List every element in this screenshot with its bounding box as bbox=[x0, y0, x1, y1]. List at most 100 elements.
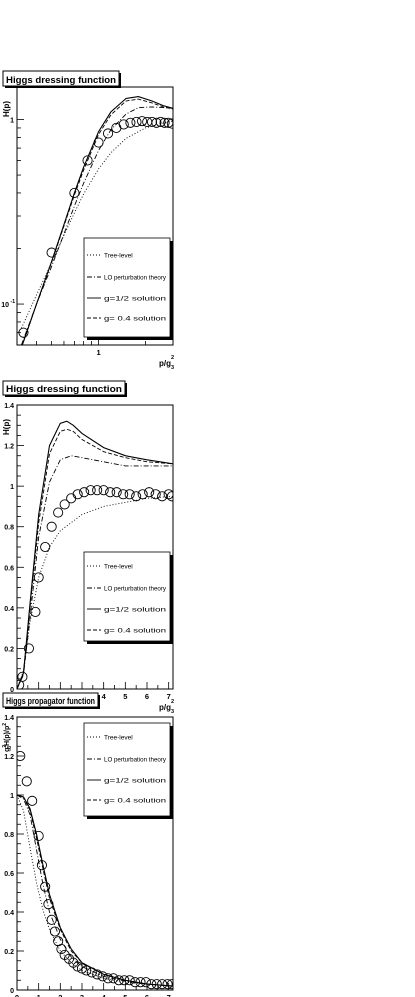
legend-label: LO perturbation theory bbox=[104, 586, 167, 593]
plot-area bbox=[17, 420, 173, 689]
x-tick-label: 5 bbox=[123, 993, 127, 997]
y-tick-label: 0.4 bbox=[4, 910, 14, 917]
data-marker bbox=[18, 327, 29, 338]
data-marker bbox=[137, 116, 148, 127]
chart-2: Higgs dressing function0123456700.20.40.… bbox=[2, 380, 174, 715]
data-marker bbox=[146, 116, 158, 127]
x-tick-label: 5 bbox=[123, 692, 127, 701]
chart-1: Higgs dressing function 1 1 10 -1 p/g 3 2 H(p) Tr… bbox=[1, 70, 174, 371]
data-marker bbox=[119, 975, 130, 986]
x-tick-label: 6 bbox=[145, 692, 149, 701]
plot-area bbox=[18, 96, 173, 345]
data-marker bbox=[27, 795, 38, 806]
x-tick-label: 1 bbox=[96, 348, 100, 357]
data-marker bbox=[46, 521, 57, 532]
legend-label: g=1/2 solution bbox=[104, 296, 167, 303]
data-marker bbox=[157, 491, 168, 502]
data-marker bbox=[118, 119, 129, 130]
data-marker bbox=[40, 541, 51, 553]
data-marker bbox=[56, 944, 67, 955]
y-tick-label: 1 bbox=[10, 117, 14, 124]
data-marker bbox=[102, 973, 114, 984]
y-axis-label-part: 2 bbox=[2, 723, 8, 726]
data-marker bbox=[108, 973, 119, 984]
x-tick-label: 7 bbox=[167, 993, 171, 997]
series-line-dashed bbox=[21, 98, 173, 345]
series-line-dashdot bbox=[17, 794, 173, 987]
data-marker bbox=[49, 926, 60, 937]
data-marker bbox=[98, 485, 109, 496]
x-tick-label: 1 bbox=[37, 993, 41, 997]
series-line-dashdot bbox=[17, 455, 173, 689]
series-line-dashed bbox=[17, 794, 173, 987]
data-marker bbox=[53, 507, 64, 518]
data-marker bbox=[23, 643, 34, 654]
data-marker bbox=[17, 671, 28, 682]
y-axis-label-part: g bbox=[4, 748, 11, 752]
data-marker bbox=[93, 137, 104, 148]
data-marker bbox=[111, 487, 122, 498]
data-marker bbox=[113, 975, 124, 986]
data-marker bbox=[33, 830, 44, 842]
data-marker bbox=[166, 118, 173, 129]
data-marker bbox=[81, 965, 92, 976]
legend-box bbox=[83, 722, 171, 817]
y-tick-label: 0.6 bbox=[4, 871, 14, 878]
data-marker bbox=[79, 487, 90, 498]
x-axis-label: p/g bbox=[159, 703, 171, 712]
data-marker bbox=[125, 117, 136, 128]
x-axis-label-subscript: 3 bbox=[171, 365, 174, 371]
series-line-dotted bbox=[17, 794, 173, 987]
y-tick-label: 1 bbox=[10, 484, 14, 491]
legend-box bbox=[83, 551, 171, 642]
y-tick-label: 0.6 bbox=[4, 565, 14, 572]
data-marker bbox=[163, 117, 173, 128]
data-marker bbox=[159, 117, 170, 128]
data-marker bbox=[137, 489, 148, 500]
legend-label: g= 0.4 solution bbox=[104, 316, 167, 323]
y-tick-label: 1.4 bbox=[4, 715, 14, 722]
legend-label: Tree-level bbox=[104, 735, 133, 742]
chart-title: Higgs dressing function bbox=[6, 384, 122, 395]
data-marker bbox=[162, 979, 173, 990]
legend-label: Tree-level bbox=[104, 253, 133, 260]
title-box bbox=[2, 692, 99, 708]
legend-label: g=1/2 solution bbox=[104, 607, 167, 614]
x-axis-label: p/g bbox=[159, 359, 171, 368]
x-tick-label: 0 bbox=[15, 993, 19, 997]
y-tick-label: 0.2 bbox=[4, 646, 14, 653]
data-marker bbox=[166, 979, 173, 990]
data-marker bbox=[105, 487, 116, 498]
data-marker bbox=[144, 487, 155, 498]
x-tick-label: 4 bbox=[102, 692, 107, 701]
data-marker bbox=[66, 493, 77, 504]
x-axis-label-superscript: 2 bbox=[171, 355, 174, 361]
x-axis-label-superscript: 2 bbox=[171, 699, 174, 705]
data-marker bbox=[43, 899, 54, 910]
data-marker bbox=[17, 750, 26, 762]
y-tick-label: 1.4 bbox=[4, 403, 14, 410]
data-marker bbox=[155, 116, 166, 127]
data-marker bbox=[36, 860, 47, 871]
plot-area bbox=[17, 750, 173, 990]
data-marker bbox=[72, 489, 83, 500]
y-tick-label: 0 bbox=[10, 687, 14, 694]
y-axis-label-part: H(p)/p bbox=[4, 726, 11, 746]
y-tick-label: 0.4 bbox=[4, 606, 14, 613]
y-tick-label: 0.8 bbox=[4, 832, 14, 839]
y-axis-label: H(p) bbox=[2, 101, 11, 117]
chart-3: Higgs propagator function0123456700.20.4… bbox=[2, 692, 174, 997]
legend-label: g= 0.4 solution bbox=[104, 798, 167, 805]
data-marker bbox=[82, 155, 93, 166]
x-tick-label: 6 bbox=[145, 993, 149, 997]
legend-label: g= 0.4 solution bbox=[104, 628, 167, 635]
data-marker bbox=[97, 971, 108, 982]
data-marker bbox=[102, 128, 114, 139]
x-tick-label: 4 bbox=[102, 993, 107, 997]
data-marker bbox=[40, 881, 51, 892]
data-marker bbox=[118, 489, 129, 500]
legend-label: LO perturbation theory bbox=[104, 275, 167, 282]
y-tick-label-exponent: -1 bbox=[11, 299, 16, 305]
data-marker bbox=[135, 977, 146, 988]
y-tick-label: 0.2 bbox=[4, 949, 14, 956]
